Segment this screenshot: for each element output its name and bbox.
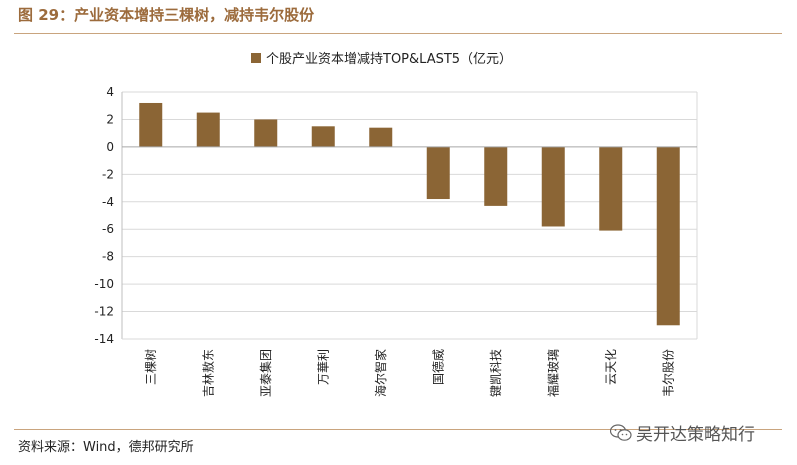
bar [139, 102, 163, 147]
y-tick-label: 0 [106, 140, 114, 154]
bar-chart: 个股产业资本增减持TOP&LAST5（亿元） 4 2 0 -2 -4 -6 -8 -10 -12… [94, 52, 698, 397]
x-category-label: 福耀玻璃 [545, 349, 560, 397]
x-category-label: 亚泰集团 [258, 349, 273, 397]
figure-title: 图 29：产业资本增持三棵树，减持韦尔股份 [18, 6, 315, 24]
watermark: 吴开达策略知行 [610, 420, 755, 445]
y-tick-label: -2 [102, 167, 114, 181]
x-category-label: 万華利 [316, 349, 330, 385]
y-tick-label: -4 [102, 195, 114, 209]
bar [196, 112, 220, 147]
bar [311, 126, 335, 147]
bar [541, 146, 565, 227]
bar [484, 146, 508, 206]
x-category-label: 三棵树 [143, 349, 158, 385]
chart-bars [139, 102, 680, 326]
footer-divider [14, 429, 782, 430]
x-category-label: 国德威 [430, 349, 445, 385]
chart-legend: 个股产业资本增减持TOP&LAST5（亿元） [251, 52, 512, 67]
y-tick-label: -12 [94, 305, 114, 319]
bar [599, 146, 623, 231]
bar [656, 146, 680, 326]
legend-swatch [251, 53, 261, 63]
watermark-text: 吴开达策略知行 [636, 425, 755, 445]
x-category-label: 吉林敖东 [200, 349, 215, 397]
bar [254, 119, 278, 147]
y-axis-ticks: 4 2 0 -2 -4 -6 -8 -10 -12 -14 [94, 85, 114, 346]
y-tick-label: -6 [102, 222, 114, 236]
x-category-label: 海尔智家 [373, 349, 388, 397]
y-tick-label: -10 [94, 277, 114, 291]
x-category-label: 韦尔股份 [660, 349, 675, 397]
x-category-label: 键凯科技 [489, 349, 503, 397]
title-divider [14, 33, 782, 34]
wechat-icon [610, 423, 632, 441]
x-axis-labels: 三棵树 吉林敖东 亚泰集团 万華利 海尔智家 国德威 键凯科技 福耀玻璃 云天化 韦尔股份 [143, 349, 676, 397]
chart-axes [121, 92, 698, 340]
legend-label: 个股产业资本增减持TOP&LAST5（亿元） [266, 52, 512, 67]
y-tick-label: -8 [102, 250, 114, 264]
y-tick-label: -14 [94, 332, 114, 346]
x-category-label: 云天化 [604, 349, 618, 385]
y-tick-label: 4 [106, 85, 114, 99]
bar [369, 127, 393, 147]
y-tick-label: 2 [106, 112, 114, 126]
source-note: 资料来源：Wind，德邦研究所 [18, 440, 194, 455]
bar [426, 146, 450, 200]
